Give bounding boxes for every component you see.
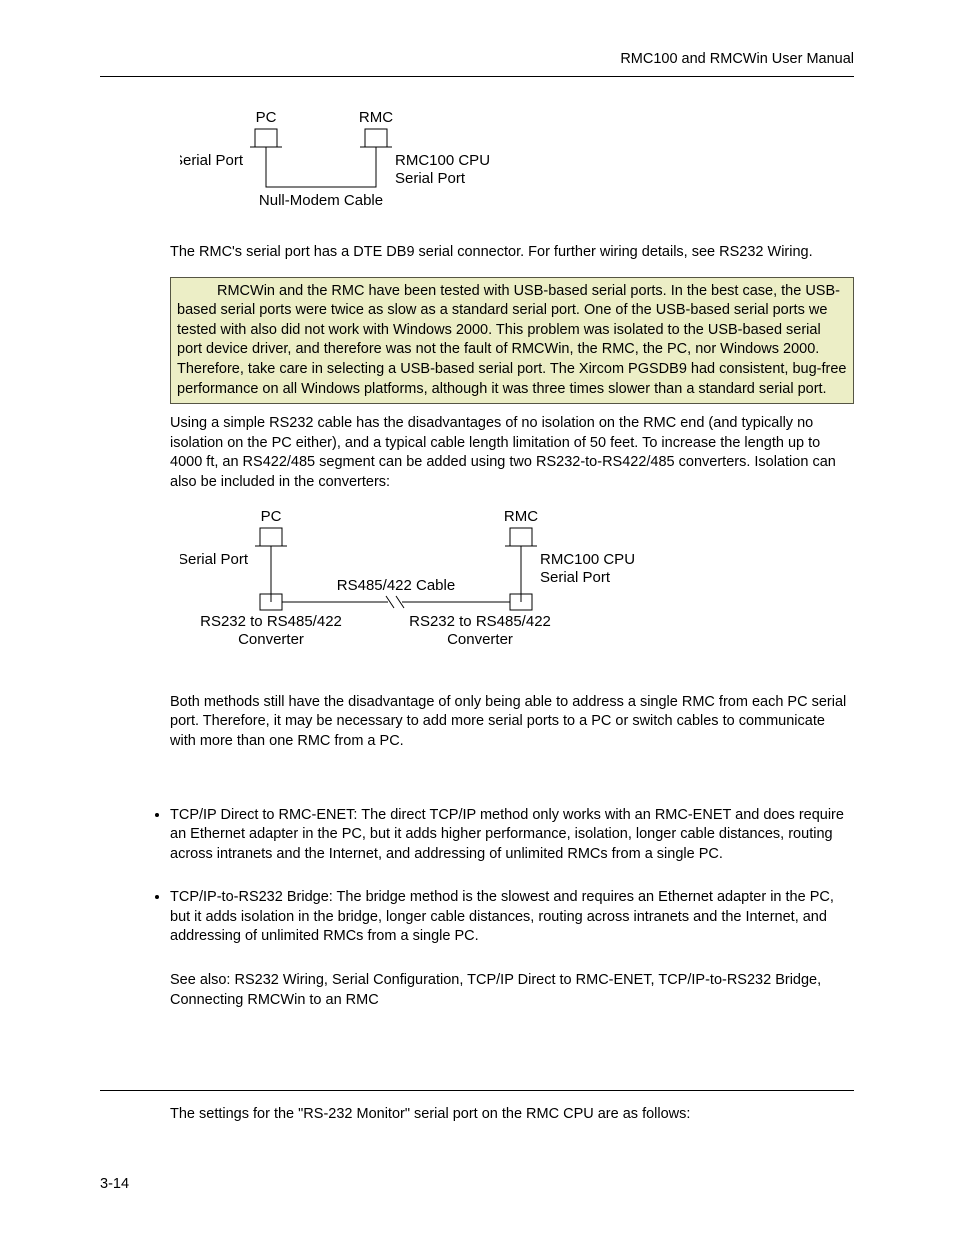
header-title: RMC100 and RMCWin User Manual: [620, 51, 854, 67]
d1-cable: Null-Modem Cable: [259, 192, 383, 209]
diagram-rs485-converters: PC Serial Port RMC RMC100 CPU Serial Por…: [180, 506, 854, 673]
callout-text: RMCWin and the RMC have been tested with…: [177, 282, 847, 399]
bullet-tcpip-direct: TCP/IP Direct to RMC-ENET: The direct TC…: [170, 806, 854, 865]
see-also: See also: RS232 Wiring, Serial Configura…: [170, 971, 854, 1010]
diagram-null-modem: PC Serial Port RMC RMC100 CPU Serial Por…: [180, 107, 854, 224]
d2-cable: RS485/422 Cable: [337, 577, 455, 594]
d1-rmc-cpu: RMC100 CPU: [395, 152, 490, 169]
page-header: RMC100 and RMCWin User Manual: [100, 50, 854, 77]
d1-sp-left: Serial Port: [180, 152, 244, 169]
para-rs232-monitor-settings: The settings for the "RS-232 Monitor" se…: [170, 1105, 854, 1125]
footer-rule: [100, 1090, 854, 1091]
d2-convR1: RS232 to RS485/422: [409, 613, 551, 630]
page-number: 3-14: [100, 1175, 129, 1195]
bullet-tcpip-bridge: TCP/IP-to-RS232 Bridge: The bridge metho…: [170, 888, 854, 947]
d2-sp-right: Serial Port: [540, 569, 611, 586]
para-both-methods: Both methods still have the disadvantage…: [170, 693, 854, 752]
d2-sp-left: Serial Port: [180, 551, 249, 568]
d2-convL1: RS232 to RS485/422: [200, 613, 342, 630]
callout-usb-note: RMCWin and the RMC have been tested with…: [170, 277, 854, 404]
para-serial-connector: The RMC's serial port has a DTE DB9 seri…: [170, 243, 854, 263]
d2-rmc-cpu: RMC100 CPU: [540, 551, 635, 568]
d1-sp-right: Serial Port: [395, 170, 466, 187]
d1-pc: PC: [256, 109, 277, 126]
d2-convL2: Converter: [238, 631, 304, 648]
d2-rmc: RMC: [504, 508, 538, 525]
d2-convR2: Converter: [447, 631, 513, 648]
bullet-list: TCP/IP Direct to RMC-ENET: The direct TC…: [146, 806, 854, 947]
para-rs232-disadvantages: Using a simple RS232 cable has the disad…: [170, 414, 854, 492]
d2-pc: PC: [261, 508, 282, 525]
d1-rmc: RMC: [359, 109, 393, 126]
